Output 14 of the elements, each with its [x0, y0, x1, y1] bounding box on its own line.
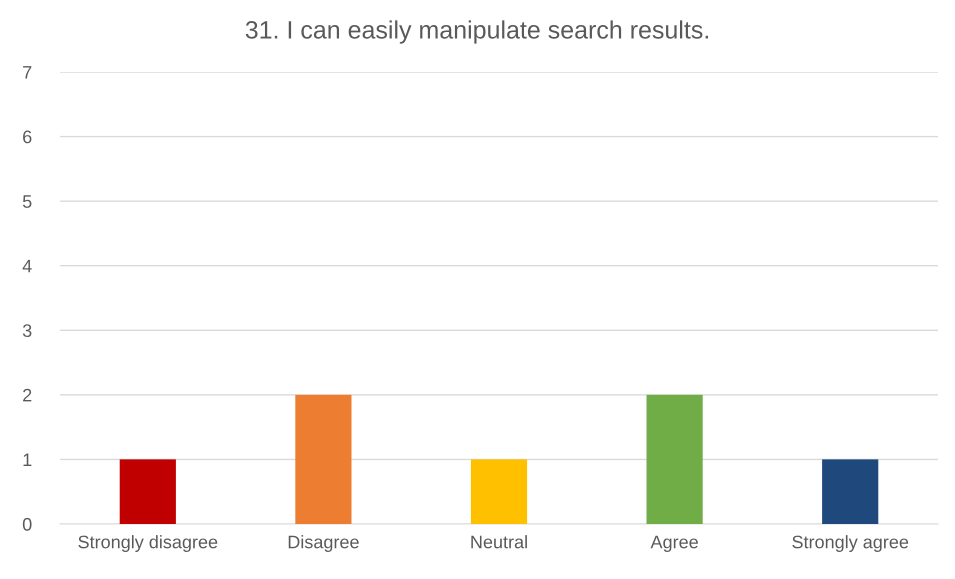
x-tick-label: Strongly disagree — [78, 535, 218, 552]
x-tick-label: Strongly agree — [792, 535, 908, 552]
x-tick-label: Disagree — [288, 535, 359, 552]
y-tick-label: 0 — [22, 518, 32, 531]
x-tick-label: Neutral — [471, 535, 527, 548]
y-tick-label: 2 — [23, 388, 32, 402]
y-tick-label: 5 — [22, 195, 32, 208]
y-tick-label: 1 — [24, 454, 32, 466]
y-tick-label: 3 — [22, 324, 32, 338]
chart-title: 31. I can easily manipulate search results. — [246, 20, 708, 44]
y-tick-label: 4 — [22, 260, 32, 272]
x-tick-label: Agree — [650, 536, 698, 552]
y-tick-label: 7 — [23, 66, 32, 79]
y-tick-label: 6 — [23, 130, 32, 144]
